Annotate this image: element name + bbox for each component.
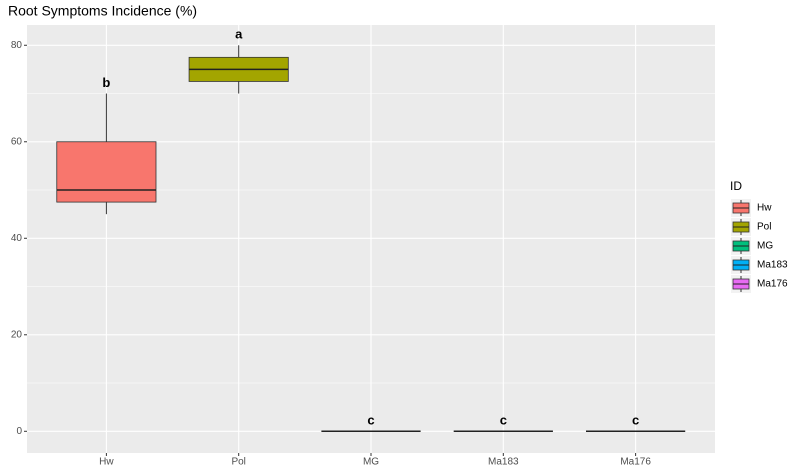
x-tick-label: MG bbox=[363, 457, 379, 468]
y-tick-label: 60 bbox=[11, 136, 23, 147]
y-tick-label: 20 bbox=[11, 329, 23, 340]
y-tick-label: 80 bbox=[11, 40, 23, 51]
box-label: c bbox=[500, 413, 507, 428]
legend-label: Hw bbox=[757, 203, 772, 214]
box-label: c bbox=[632, 413, 639, 428]
legend-label: Ma183 bbox=[757, 260, 788, 271]
x-tick-label: Ma183 bbox=[488, 457, 519, 468]
x-tick-label: Hw bbox=[99, 457, 114, 468]
x-tick-label: Pol bbox=[231, 457, 245, 468]
legend-label: MG bbox=[757, 241, 773, 252]
box-label: a bbox=[235, 27, 243, 42]
legend-label: Ma176 bbox=[757, 279, 788, 290]
legend-label: Pol bbox=[757, 222, 771, 233]
box-label: b bbox=[102, 75, 110, 90]
y-tick-label: 0 bbox=[16, 426, 22, 437]
x-tick-label: Ma176 bbox=[620, 457, 651, 468]
chart-title: Root Symptoms Incidence (%) bbox=[8, 3, 197, 19]
y-tick-label: 40 bbox=[11, 233, 23, 244]
box-label: c bbox=[367, 413, 374, 428]
legend-title: ID bbox=[730, 179, 742, 193]
box bbox=[56, 141, 157, 203]
